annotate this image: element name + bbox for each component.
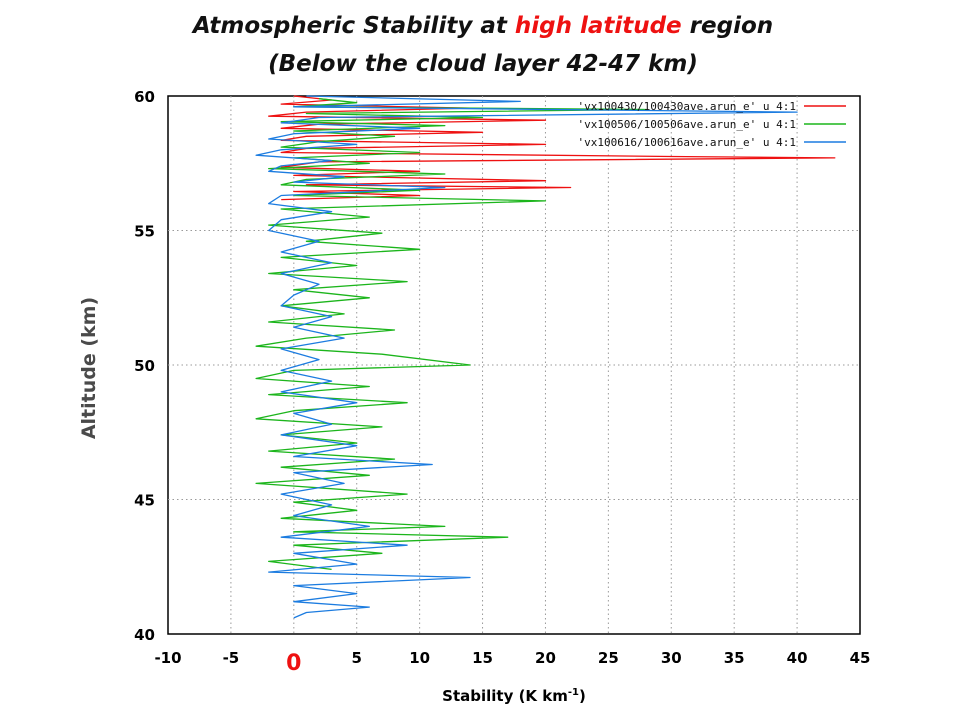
title-highlight: high latitude (515, 13, 682, 39)
title-part-1: Atmospheric Stability at (191, 13, 515, 39)
title-part-3: region (682, 13, 773, 39)
x-tick-label: 40 (787, 649, 808, 667)
x-tick-label: 0 (286, 651, 301, 676)
x-tick-label: 35 (724, 649, 745, 667)
x-tick-label: 15 (472, 649, 493, 667)
x-tick-labels: -10 -5 0 5 10 15 20 25 30 35 40 45 (154, 649, 870, 676)
legend-label-3: 'vx100616/100616ave.arun_e' u 4:1 (577, 136, 796, 149)
legend: 'vx100430/100430ave.arun_e' u 4:1 'vx1005… (577, 100, 846, 149)
y-tick-label: 50 (134, 357, 155, 375)
x-tick-label: -10 (154, 649, 181, 667)
x-axis-label-sup: -1 (568, 687, 579, 698)
x-tick-label: 5 (352, 649, 362, 667)
x-axis-label-main: Stability (K km (442, 687, 568, 705)
legend-label-2: 'vx100506/100506ave.arun_e' u 4:1 (577, 118, 796, 131)
x-tick-label: -5 (223, 649, 240, 667)
grid-lines (168, 96, 860, 634)
y-tick-label: 40 (134, 626, 155, 644)
legend-label-1: 'vx100430/100430ave.arun_e' u 4:1 (577, 100, 796, 113)
y-tick-label: 60 (134, 88, 155, 106)
x-axis-label-tail: ) (579, 687, 586, 705)
y-axis-label: Altitude (km) (78, 297, 100, 439)
y-tick-labels: 40 45 50 55 60 (134, 88, 155, 644)
chart-title: Atmospheric Stability at high latitude r… (191, 13, 773, 39)
x-tick-label: 20 (535, 649, 556, 667)
x-tick-label: 30 (661, 649, 682, 667)
x-tick-label: 10 (409, 649, 430, 667)
series-group (255, 95, 836, 619)
x-tick-label: 25 (598, 649, 619, 667)
series-line-3 (255, 95, 798, 619)
chart-subtitle: (Below the cloud layer 42-47 km) (268, 51, 698, 77)
x-tick-label: 45 (850, 649, 871, 667)
y-tick-label: 45 (134, 492, 155, 510)
x-axis-label: Stability (K km-1) (442, 687, 586, 705)
y-tick-label: 55 (134, 223, 155, 241)
